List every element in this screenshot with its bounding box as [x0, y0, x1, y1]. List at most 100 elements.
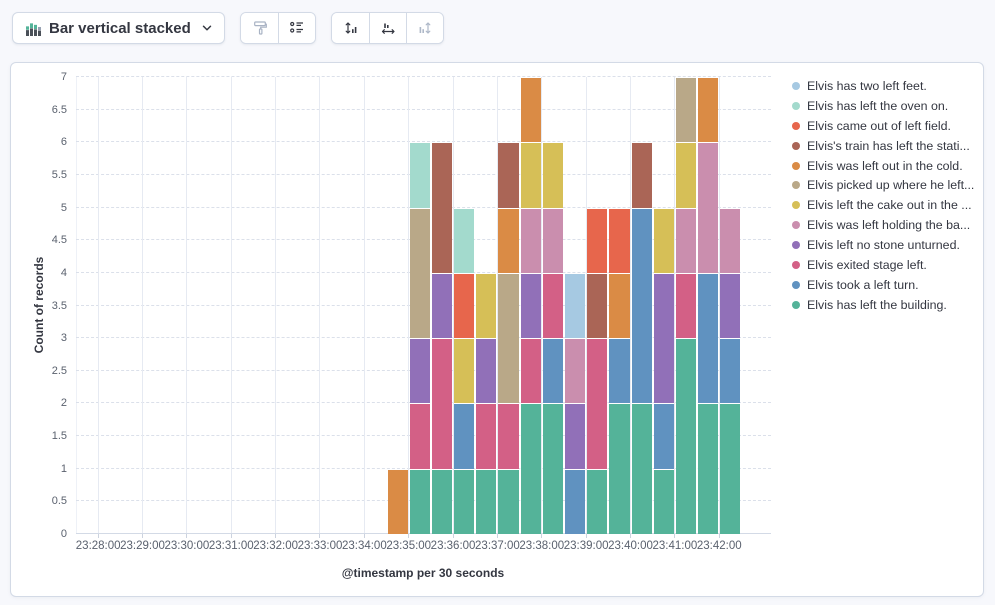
bar-segment[interactable] [675, 208, 697, 273]
bar-segment[interactable] [409, 469, 430, 534]
bar-segment[interactable] [431, 143, 453, 273]
bar-segment[interactable] [720, 208, 741, 273]
bar-segment[interactable] [564, 404, 586, 469]
legend-item[interactable]: Elvis took a left turn. [792, 275, 974, 295]
bar-segment[interactable] [409, 143, 430, 208]
bar-segment[interactable] [476, 404, 497, 469]
legend-item[interactable]: Elvis has two left feet. [792, 76, 974, 96]
bar-segment[interactable] [387, 469, 408, 534]
visual-options-button[interactable] [241, 13, 278, 43]
bar-segment[interactable] [454, 469, 475, 534]
bar-segment[interactable] [542, 143, 563, 208]
bar-segment[interactable] [454, 273, 475, 339]
bar-segment[interactable] [609, 208, 630, 273]
bar-segment[interactable] [542, 404, 563, 534]
bar[interactable] [675, 77, 697, 534]
bar-segment[interactable] [609, 273, 630, 339]
bar-segment[interactable] [631, 404, 652, 534]
bar-segment[interactable] [653, 404, 674, 469]
bar[interactable] [564, 77, 586, 534]
bar-segment[interactable] [476, 469, 497, 534]
bar[interactable] [454, 77, 475, 534]
legend-item[interactable]: Elvis left the cake out in the ... [792, 195, 974, 215]
bar-segment[interactable] [720, 404, 741, 534]
bar[interactable] [498, 77, 519, 534]
bar[interactable] [587, 77, 608, 534]
bar[interactable] [698, 77, 719, 534]
bar[interactable] [720, 77, 741, 534]
bar-segment[interactable] [431, 469, 453, 534]
bar-segment[interactable] [454, 339, 475, 404]
legend-item[interactable]: Elvis's train has left the stati... [792, 136, 974, 156]
bar-segment[interactable] [631, 143, 652, 208]
bar-segment[interactable] [564, 273, 586, 339]
bar-segment[interactable] [675, 143, 697, 208]
legend-item[interactable]: Elvis was left out in the cold. [792, 156, 974, 176]
bar[interactable] [631, 77, 652, 534]
bar-segment[interactable] [587, 469, 608, 534]
bar[interactable] [387, 77, 408, 534]
bar-segment[interactable] [498, 404, 519, 469]
bar-segment[interactable] [720, 339, 741, 404]
bar-segment[interactable] [409, 339, 430, 404]
bar-segment[interactable] [698, 78, 719, 143]
bar-segment[interactable] [609, 339, 630, 404]
legend-item[interactable]: Elvis was left holding the ba... [792, 215, 974, 235]
bar-segment[interactable] [498, 273, 519, 404]
bar-segment[interactable] [431, 339, 453, 469]
bar-segment[interactable] [542, 339, 563, 404]
bar-segment[interactable] [454, 404, 475, 469]
bar[interactable] [609, 77, 630, 534]
bar-segment[interactable] [698, 143, 719, 273]
bar-segment[interactable] [675, 78, 697, 143]
bar-segment[interactable] [587, 339, 608, 469]
bar-segment[interactable] [542, 208, 563, 273]
bar-segment[interactable] [476, 339, 497, 404]
bar-segment[interactable] [564, 339, 586, 404]
bar-segment[interactable] [564, 469, 586, 534]
bar[interactable] [476, 77, 497, 534]
bar[interactable] [431, 77, 453, 534]
bar-segment[interactable] [454, 208, 475, 273]
bar-segment[interactable] [520, 78, 541, 143]
legend-item[interactable]: Elvis has left the building. [792, 295, 974, 315]
bar-segment[interactable] [409, 208, 430, 339]
bar-segment[interactable] [409, 404, 430, 469]
bar[interactable] [409, 77, 430, 534]
left-axis-button[interactable] [332, 13, 369, 43]
bar-segment[interactable] [720, 273, 741, 339]
right-axis-button[interactable] [406, 13, 443, 43]
legend-settings-button[interactable] [278, 13, 315, 43]
legend-item[interactable]: Elvis left no stone unturned. [792, 235, 974, 255]
bar-segment[interactable] [520, 208, 541, 273]
legend-item[interactable]: Elvis exited stage left. [792, 255, 974, 275]
bar-segment[interactable] [520, 273, 541, 339]
bottom-axis-button[interactable] [369, 13, 406, 43]
legend-item[interactable]: Elvis came out of left field. [792, 116, 974, 136]
legend-item[interactable]: Elvis picked up where he left... [792, 175, 974, 195]
bar-segment[interactable] [653, 208, 674, 273]
chart-type-switcher[interactable]: Bar vertical stacked [12, 12, 225, 44]
bar-segment[interactable] [542, 273, 563, 339]
legend-item[interactable]: Elvis has left the oven on. [792, 96, 974, 116]
bar-segment[interactable] [675, 273, 697, 339]
bar-segment[interactable] [498, 469, 519, 534]
bar-segment[interactable] [520, 339, 541, 404]
bar-segment[interactable] [698, 404, 719, 534]
bar-segment[interactable] [631, 208, 652, 404]
bar-segment[interactable] [653, 469, 674, 534]
bar-segment[interactable] [498, 208, 519, 273]
bar-segment[interactable] [653, 273, 674, 404]
bar[interactable] [542, 77, 563, 534]
bar-segment[interactable] [698, 273, 719, 404]
bar-segment[interactable] [609, 404, 630, 534]
bar-segment[interactable] [587, 208, 608, 273]
bar[interactable] [520, 77, 541, 534]
bar-segment[interactable] [520, 143, 541, 208]
bar-segment[interactable] [675, 339, 697, 534]
bar-segment[interactable] [587, 273, 608, 339]
bar-segment[interactable] [476, 273, 497, 339]
bar[interactable] [653, 77, 674, 534]
bar-segment[interactable] [498, 143, 519, 208]
bar-segment[interactable] [520, 404, 541, 534]
